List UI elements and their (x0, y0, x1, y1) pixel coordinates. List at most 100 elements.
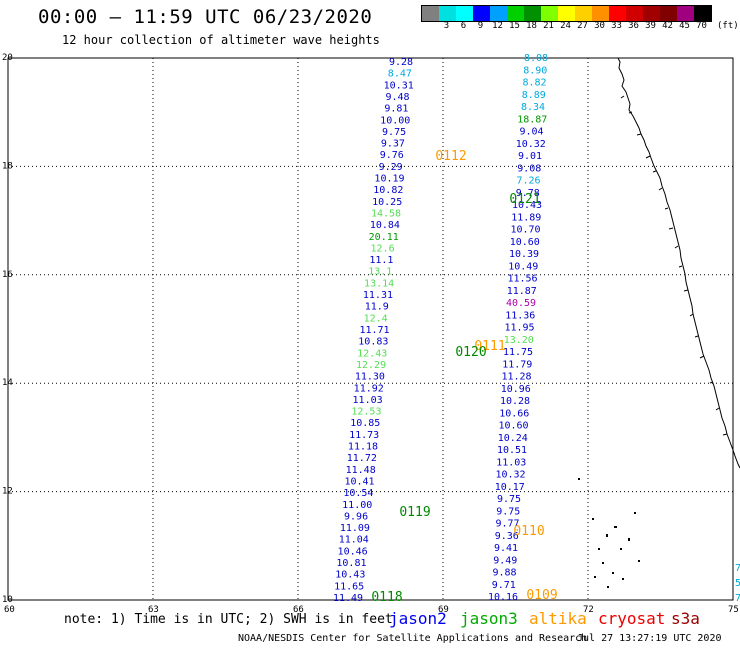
lakshadweep-islands (578, 478, 640, 588)
wave-height-value: 11.03 (496, 457, 526, 468)
wave-height-value: 8.82 (522, 78, 546, 89)
wave-height-value: 11.73 (349, 430, 379, 441)
wave-height-value: 11.75 (503, 347, 533, 358)
map-title: 00:00 – 11:59 UTC 06/23/2020 (38, 6, 373, 28)
legend-swatch (422, 6, 439, 21)
wave-height-value: 14.58 (371, 208, 401, 219)
wave-height-value: 12.43 (357, 348, 387, 359)
wave-height-value: 9.96 (344, 511, 368, 522)
y-tick-label: 14 (2, 378, 13, 388)
wave-height-value: 9.76 (380, 150, 404, 161)
wave-height-value: 10.70 (510, 225, 540, 236)
wave-height-value: 10.82 (373, 185, 403, 196)
wave-height-value: 10.32 (495, 470, 525, 481)
wave-height-value: 10.43 (335, 570, 365, 581)
wave-height-value: 7 (735, 563, 740, 574)
legend-swatch (643, 6, 660, 21)
y-tick-label: 20 (2, 53, 13, 63)
wave-height-value: 9.41 (494, 543, 518, 554)
wave-height-value: 9.01 (518, 151, 542, 162)
wave-height-value: 11.95 (504, 323, 534, 334)
legend-tick-label: 12 (492, 21, 503, 31)
y-tick-label: 10 (2, 595, 13, 605)
map-frame (7, 57, 734, 601)
legend-tick-label: 39 (645, 21, 656, 31)
wave-height-value: 11.56 (507, 274, 537, 285)
wave-height-value: 9.78 (516, 188, 540, 199)
legend-tick-label: 15 (509, 21, 520, 31)
wave-height-value: 18.87 (517, 114, 547, 125)
coastline-india (617, 57, 740, 469)
credit-line: NOAA/NESDIS Center for Satellite Applica… (238, 633, 588, 644)
wave-height-value: 9.88 (492, 568, 516, 579)
wave-height-value: 10.39 (509, 249, 539, 260)
pass-number-label: 0110 (513, 524, 544, 539)
wave-height-value: 11.72 (347, 453, 377, 464)
pass-number-label: 0119 (399, 505, 430, 520)
legend-tick-label: 70 (696, 21, 707, 31)
x-tick-label: 66 (293, 605, 304, 615)
wave-height-value: 9.77 (495, 519, 519, 530)
pass-number-label: 0111 (474, 339, 505, 354)
legend-swatch (626, 6, 643, 21)
wave-height-value: 10.81 (336, 558, 366, 569)
wave-height-value: 10.16 (488, 592, 518, 603)
wave-height-value: 12.29 (356, 360, 386, 371)
wave-height-value: 10.60 (498, 421, 528, 432)
wave-height-value: 11.79 (502, 359, 532, 370)
wave-height-value: 40.59 (506, 298, 536, 309)
legend-swatch (507, 6, 524, 21)
x-tick-label: 60 (4, 605, 15, 615)
wave-height-value: 7 (735, 593, 740, 604)
legend-swatch (677, 6, 694, 21)
legend-tick-label: 24 (560, 21, 571, 31)
wave-height-value: 10.19 (374, 174, 404, 185)
wave-height-value: 10.54 (343, 488, 373, 499)
wave-height-value: 9.75 (496, 506, 520, 517)
wave-height-value: 10.00 (380, 115, 410, 126)
track-left-values: 9.288.4710.319.489.8110.009.759.379.769.… (333, 57, 414, 604)
legend-swatch (575, 6, 592, 21)
wave-height-value: 11.30 (355, 372, 385, 383)
track-edge-values: 7 5 7 (735, 563, 740, 604)
wave-height-value: 10.66 (499, 408, 529, 419)
wave-height-value: 9.29 (379, 162, 403, 173)
wave-height-value: 11.03 (353, 395, 383, 406)
wave-height-value: 9.04 (519, 127, 543, 138)
y-tick-label: 16 (2, 270, 13, 280)
wave-height-value: 11.00 (342, 500, 372, 511)
legend-swatch (694, 6, 711, 21)
wave-height-value: 10.49 (508, 261, 538, 272)
wave-height-value: 10.83 (358, 337, 388, 348)
wave-height-value: 5 (735, 578, 740, 589)
wave-height-value: 11.09 (340, 523, 370, 534)
coastline (578, 57, 740, 588)
wave-height-value: 10.51 (497, 445, 527, 456)
wave-height-value: 8.90 (523, 65, 547, 76)
wave-height-value: 11.31 (363, 290, 393, 301)
legend-tick-label: 3 (443, 21, 450, 31)
legend-tick-label: 9 (477, 21, 484, 31)
wave-height-value: 10.28 (500, 396, 530, 407)
legend-unit-label: (ft) (717, 21, 739, 31)
wave-height-value: 9.49 (493, 555, 517, 566)
wave-height-value: 8.47 (388, 69, 412, 80)
satellite-legend-jason2: jason2 (389, 609, 447, 628)
legend-swatch (524, 6, 541, 21)
wave-height-value: 10.96 (501, 384, 531, 395)
satellite-legend-altika: altika (529, 609, 587, 628)
color-scale-legend (421, 5, 712, 22)
legend-swatch (456, 6, 473, 21)
wave-height-value: 12.53 (351, 407, 381, 418)
wave-height-value: 9.48 (385, 92, 409, 103)
wave-height-value: 9.81 (384, 104, 408, 115)
wave-height-value: 10.43 (512, 200, 542, 211)
wave-height-value: 11.1 (369, 255, 393, 266)
wave-height-value: 11.18 (348, 442, 378, 453)
satellite-legend-s3a: s3a (671, 609, 700, 628)
legend-tick-label: 21 (543, 21, 554, 31)
legend-swatch (660, 6, 677, 21)
legend-swatch (541, 6, 558, 21)
